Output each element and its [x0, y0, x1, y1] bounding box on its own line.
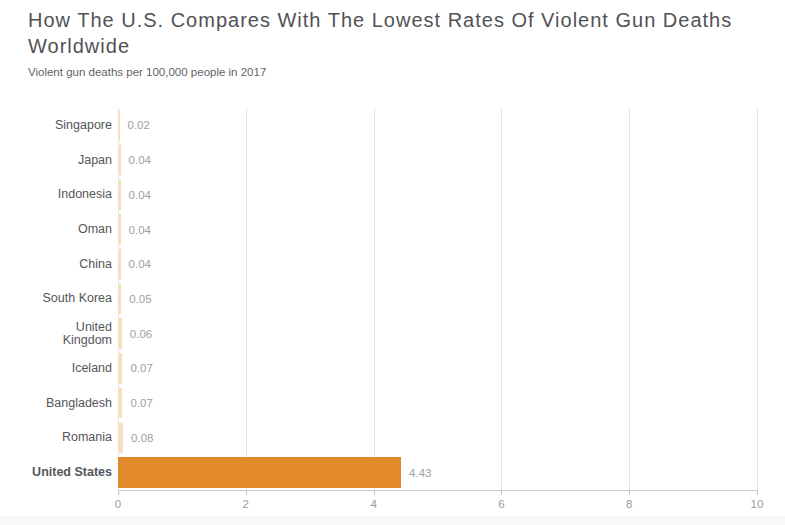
- category-label-united-states: United States: [26, 455, 112, 490]
- chart-page: How The U.S. Compares With The Lowest Ra…: [0, 0, 785, 525]
- x-tick-label: 2: [231, 498, 261, 510]
- x-tick-label: 10: [742, 498, 772, 510]
- gridline: [501, 108, 502, 490]
- gridline: [629, 108, 630, 490]
- value-label-iceland: 0.07: [130, 351, 152, 386]
- bar-bangladesh: [118, 388, 122, 419]
- x-tick-label: 0: [103, 498, 133, 510]
- value-label-indonesia: 0.04: [129, 177, 151, 212]
- value-label-bangladesh: 0.07: [130, 386, 152, 421]
- bar-united-kingdom: [118, 318, 122, 349]
- category-label-japan: Japan: [26, 143, 112, 178]
- category-label-iceland: Iceland: [26, 351, 112, 386]
- value-label-south-korea: 0.05: [129, 282, 151, 317]
- bar-united-states: [118, 457, 401, 488]
- bar-singapore: [118, 110, 120, 141]
- value-label-united-kingdom: 0.06: [130, 316, 152, 351]
- category-label-oman: Oman: [26, 212, 112, 247]
- value-label-oman: 0.04: [129, 212, 151, 247]
- category-label-bangladesh: Bangladesh: [26, 386, 112, 421]
- gridline: [757, 108, 758, 490]
- x-tick-label: 8: [614, 498, 644, 510]
- gridline: [246, 108, 247, 490]
- value-label-singapore: 0.02: [128, 108, 150, 143]
- bar-south-korea: [118, 284, 121, 315]
- gridline: [374, 108, 375, 490]
- category-label-indonesia: Indonesia: [26, 177, 112, 212]
- bar-iceland: [118, 353, 122, 384]
- bar-chart: 0 2 4 6 8 10 Singapore 0.02 Japan 0.04 Indonesia 0.…: [0, 0, 785, 525]
- bar-japan: [118, 145, 121, 176]
- bar-romania: [118, 423, 123, 454]
- value-label-japan: 0.04: [129, 143, 151, 178]
- category-label-south-korea: South Korea: [26, 282, 112, 317]
- value-label-romania: 0.08: [131, 421, 153, 456]
- x-axis-line: [118, 490, 758, 491]
- category-label-united-kingdom: United Kingdom: [26, 316, 112, 351]
- value-label-china: 0.04: [129, 247, 151, 282]
- x-tick-label: 4: [359, 498, 389, 510]
- footer-strip: [0, 516, 785, 525]
- bar-indonesia: [118, 180, 121, 211]
- category-label-china: China: [26, 247, 112, 282]
- value-label-united-states: 4.43: [409, 455, 431, 490]
- category-label-singapore: Singapore: [26, 108, 112, 143]
- bar-oman: [118, 214, 121, 245]
- x-tick-label: 6: [486, 498, 516, 510]
- bar-china: [118, 249, 121, 280]
- category-label-romania: Romania: [26, 421, 112, 456]
